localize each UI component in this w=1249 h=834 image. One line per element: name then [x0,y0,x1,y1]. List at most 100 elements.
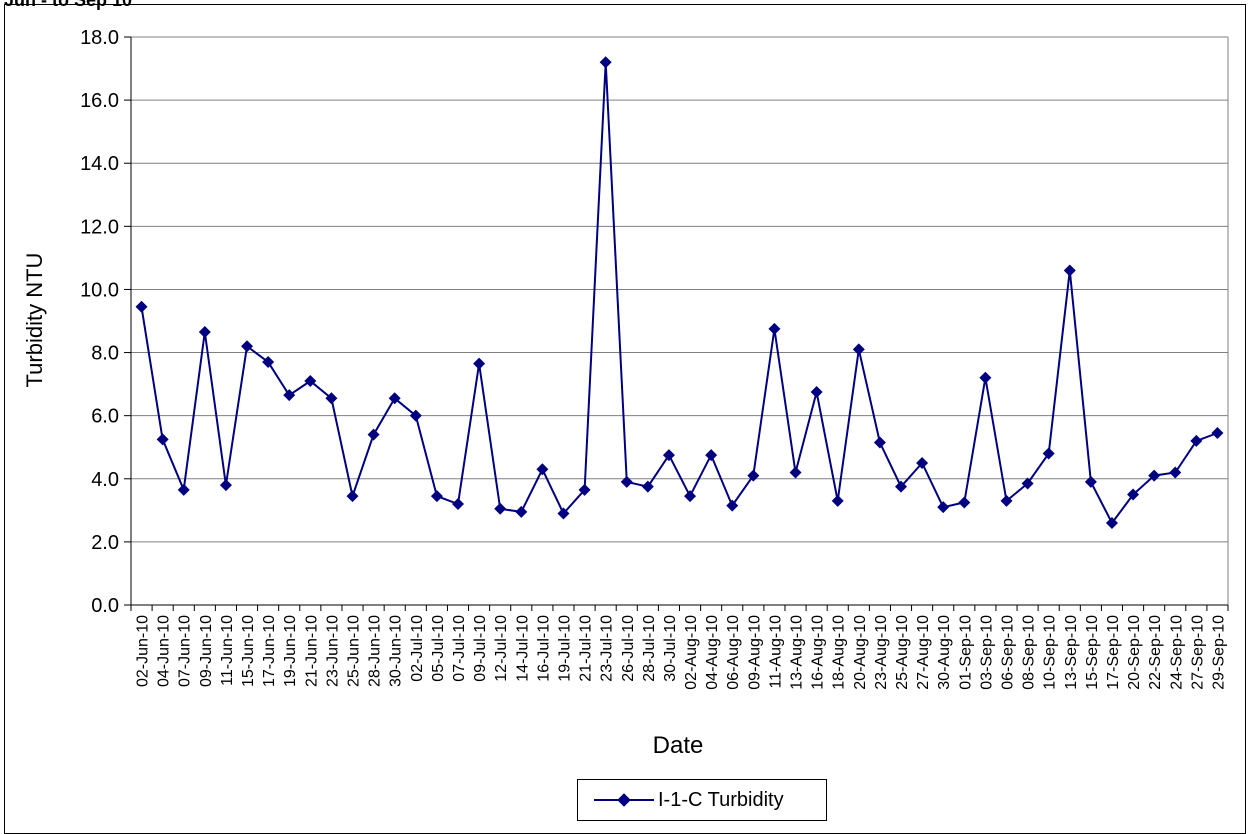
x-tick-label: 02-Jul-10 [409,615,426,682]
data-point [1148,469,1161,482]
x-tick-label: 18-Aug-10 [831,615,848,690]
data-point [620,475,633,488]
x-tick-label: 09-Jul-10 [472,615,489,682]
x-tick-label: 20-Sep-10 [1126,615,1143,690]
x-tick-label: 24-Sep-10 [1168,615,1185,690]
x-tick-label: 23-Jul-10 [599,615,616,682]
data-point [219,479,232,492]
data-point [1169,466,1182,479]
data-point [451,498,464,511]
x-tick-label: 13-Sep-10 [1063,615,1080,690]
data-point [726,499,739,512]
chart-title: Jun - to Sep 10 [4,0,133,10]
data-point [1084,475,1097,488]
series-line [140,62,1218,525]
data-point [873,436,886,449]
x-tick-label: 14-Jul-10 [514,615,531,682]
x-tick-label: 25-Jun-10 [346,615,363,687]
data-point [789,466,802,479]
y-tick-label: 18.0 [80,27,119,49]
x-tick-label: 02-Aug-10 [683,615,700,690]
data-point [916,457,929,469]
data-point [1211,427,1224,440]
y-axis-ticks: 0.0 2.0 4.0 6.0 8.0 10.0 12.0 14.0 16.0 18.0 [80,27,131,617]
x-tick-label: 17-Jun-10 [261,615,278,687]
data-point [198,326,211,339]
data-point [283,389,296,402]
x-tick-label: 21-Jun-10 [303,615,320,687]
data-point [177,483,190,496]
data-point [641,480,654,493]
data-point [1021,477,1034,490]
x-tick-label: 04-Jun-10 [156,615,173,687]
data-point [536,463,549,476]
x-axis-ticks: 02-Jun-10 04-Jun-10 07-Jun-10 09-Jun-10 11-J… [130,605,1229,690]
x-tick-label: 27-Sep-10 [1189,615,1206,690]
data-point [1063,264,1076,277]
x-tick-label: 11-Aug-10 [767,615,784,689]
data-point [1042,447,1055,460]
data-point [494,502,507,515]
data-point [895,480,908,493]
data-point [1127,488,1140,501]
data-point [262,356,275,369]
x-tick-label: 09-Jun-10 [198,615,215,687]
x-tick-label: 30-Jun-10 [388,615,405,687]
legend-label: I-1-C Turbidity [658,788,784,811]
x-tick-label: 26-Jul-10 [620,615,637,682]
data-point [1105,516,1118,529]
x-tick-label: 09-Aug-10 [746,615,763,690]
series-group [135,56,1224,529]
data-point [346,490,359,503]
data-point [1190,434,1203,447]
x-tick-label: 13-Aug-10 [789,615,806,690]
data-point [768,322,781,335]
x-tick-label: 16-Aug-10 [810,615,827,690]
diamond-marker-icon [617,793,631,807]
data-point [684,490,697,503]
y-tick-label: 0.0 [91,595,119,617]
y-tick-label: 14.0 [80,153,119,175]
x-tick-label: 04-Aug-10 [704,615,721,690]
x-tick-label: 28-Jun-10 [367,615,384,687]
x-tick-label: 02-Jun-10 [135,615,152,687]
data-point [747,469,760,482]
data-point [473,357,486,370]
data-point [409,409,422,422]
data-point [662,449,675,462]
x-tick-label: 19-Jun-10 [282,615,299,687]
x-tick-label: 15-Sep-10 [1084,615,1101,690]
y-tick-label: 12.0 [80,216,119,238]
x-axis-label: Date [653,732,704,759]
legend: I-1-C Turbidity [577,779,827,821]
x-tick-label: 25-Aug-10 [894,615,911,690]
data-point [388,392,401,405]
data-point [241,340,254,353]
data-point [367,428,380,441]
legend-swatch [594,790,654,810]
data-point [304,374,317,387]
x-tick-label: 15-Jun-10 [240,615,257,687]
x-tick-label: 28-Jul-10 [641,615,658,682]
data-point [578,483,591,496]
data-point [831,494,844,507]
x-tick-label: 11-Jun-10 [219,615,236,686]
data-point [810,386,823,398]
x-tick-label: 23-Jun-10 [324,615,341,687]
x-tick-label: 29-Sep-10 [1210,615,1227,690]
x-tick-label: 23-Aug-10 [873,615,890,690]
y-tick-label: 6.0 [91,406,119,428]
x-tick-label: 19-Jul-10 [556,615,573,682]
x-tick-label: 27-Aug-10 [915,615,932,690]
data-point [515,505,528,518]
x-tick-label: 17-Sep-10 [1105,615,1122,690]
y-tick-label: 10.0 [80,279,119,301]
x-tick-label: 03-Sep-10 [978,615,995,690]
y-tick-label: 16.0 [80,90,119,112]
data-point [430,490,443,503]
data-point [979,371,992,384]
data-point [156,433,169,446]
x-tick-label: 21-Jul-10 [578,615,595,682]
x-tick-label: 16-Jul-10 [535,615,552,682]
